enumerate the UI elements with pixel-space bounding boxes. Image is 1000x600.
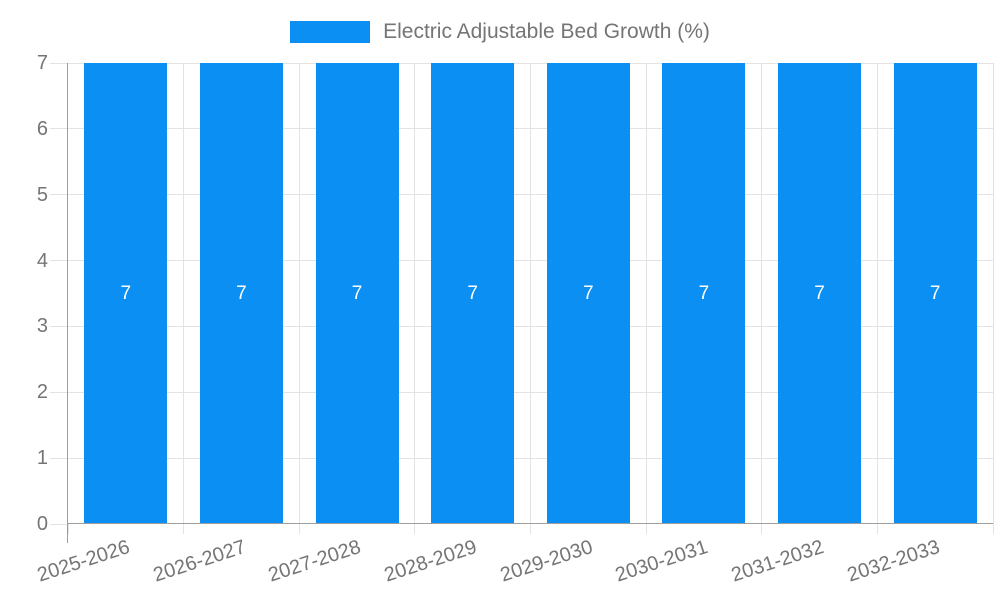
bar-value-label: 7: [583, 283, 594, 304]
vertical-gridline: [761, 63, 763, 524]
legend-color-swatch: [290, 21, 371, 43]
y-axis-tick: [50, 260, 68, 262]
x-axis-category-label: 2025-2026: [34, 536, 133, 587]
bar-value-label: 7: [467, 283, 478, 304]
bar-value-label: 7: [929, 283, 941, 304]
vertical-gridline: [645, 63, 647, 524]
y-axis-line: [67, 63, 68, 543]
bar[interactable]: 7: [84, 63, 168, 524]
x-axis-category-label: 2028-2029: [381, 536, 480, 587]
vertical-gridline: [414, 63, 416, 524]
y-axis-tick-label: 3: [36, 315, 48, 338]
y-axis-tick: [50, 325, 68, 327]
bar[interactable]: 7: [315, 63, 399, 524]
y-axis-tick-label: 7: [36, 52, 48, 74]
vertical-gridline: [298, 63, 300, 524]
bar[interactable]: 7: [546, 63, 630, 524]
x-axis-category-label: 2030-2031: [612, 536, 711, 587]
bar[interactable]: 7: [893, 63, 977, 524]
y-axis-tick-label: 0: [36, 513, 48, 535]
x-axis-tick: [414, 524, 416, 534]
y-axis-tick: [50, 128, 68, 130]
y-axis-tick-label: 2: [36, 381, 48, 404]
bar-value-label: 7: [698, 283, 710, 304]
x-axis-tick: [645, 524, 647, 534]
x-axis-tick: [876, 524, 878, 534]
vertical-gridline: [530, 63, 531, 524]
x-axis-tick: [761, 524, 763, 534]
y-axis-tick-label: 6: [36, 117, 48, 140]
x-axis-tick: [992, 524, 994, 534]
x-axis-tick: [183, 524, 185, 534]
vertical-gridline: [876, 63, 878, 524]
bar-value-label: 7: [814, 283, 825, 304]
bar[interactable]: 7: [662, 63, 746, 524]
y-axis-tick: [50, 457, 68, 459]
x-axis-category-label: 2031-2032: [728, 536, 827, 587]
x-axis-category-label: 2032-2033: [844, 536, 942, 587]
y-axis-tick-label: 4: [36, 249, 48, 272]
bar-value-label: 7: [351, 283, 363, 304]
bar-value-label: 7: [120, 283, 132, 304]
bar-value-label: 7: [236, 283, 247, 304]
bar[interactable]: 7: [431, 63, 515, 524]
vertical-gridline: [183, 63, 185, 524]
x-axis-tick: [530, 524, 531, 534]
chart-legend[interactable]: Electric Adjustable Bed Growth (%): [0, 18, 1000, 46]
bar[interactable]: 7: [199, 63, 283, 524]
x-axis-line: [68, 523, 993, 524]
y-axis-tick: [50, 194, 68, 196]
vertical-gridline: [992, 63, 994, 524]
x-axis-category-label: 2029-2030: [497, 536, 596, 587]
y-axis-tick: [50, 62, 68, 64]
bar[interactable]: 7: [778, 63, 862, 524]
x-axis-tick: [67, 524, 69, 534]
x-axis-category-label: 2026-2027: [150, 536, 249, 587]
y-axis-tick-label: 1: [36, 447, 48, 470]
x-axis-tick: [298, 524, 300, 534]
y-axis-tick: [50, 523, 68, 525]
y-axis-tick-label: 5: [36, 183, 48, 206]
y-axis-tick: [50, 391, 68, 393]
x-axis-category-label: 2027-2028: [266, 536, 364, 587]
legend-series-title: Electric Adjustable Bed Growth (%): [383, 20, 710, 43]
plot-area: 7 7 7 7 7 7 7 7: [68, 62, 994, 524]
